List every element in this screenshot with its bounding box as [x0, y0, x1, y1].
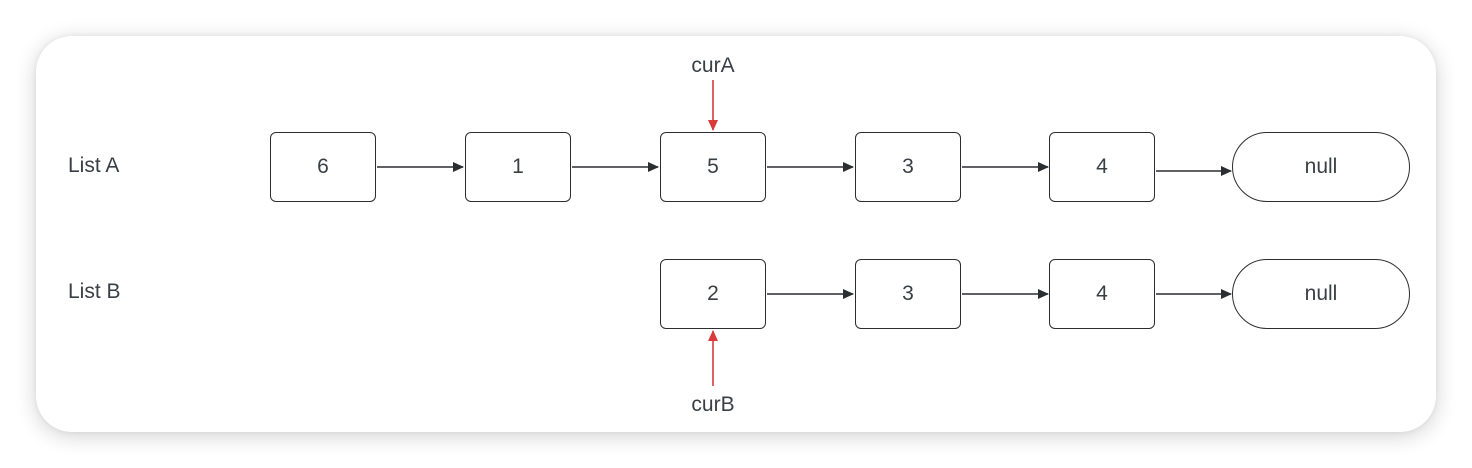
diagram-card — [36, 36, 1436, 432]
list-b-label: List B — [68, 280, 121, 303]
list-a-node: 5 — [660, 132, 766, 202]
list-a-null-terminal: null — [1232, 132, 1410, 202]
list-b-node: 2 — [660, 259, 766, 329]
list-b-node: 3 — [855, 259, 961, 329]
list-a-node: 6 — [270, 132, 376, 202]
list-b-node: 4 — [1049, 259, 1155, 329]
list-a-node: 4 — [1049, 132, 1155, 202]
cur-a-pointer-label: curA — [691, 54, 735, 77]
list-a-node: 3 — [855, 132, 961, 202]
list-a-label: List A — [68, 154, 120, 177]
cur-b-pointer-label: curB — [691, 393, 735, 416]
list-b-null-terminal: null — [1232, 259, 1410, 329]
list-a-node: 1 — [465, 132, 571, 202]
